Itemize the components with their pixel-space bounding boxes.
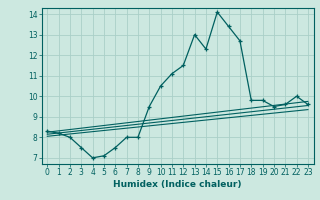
X-axis label: Humidex (Indice chaleur): Humidex (Indice chaleur) [113, 180, 242, 189]
